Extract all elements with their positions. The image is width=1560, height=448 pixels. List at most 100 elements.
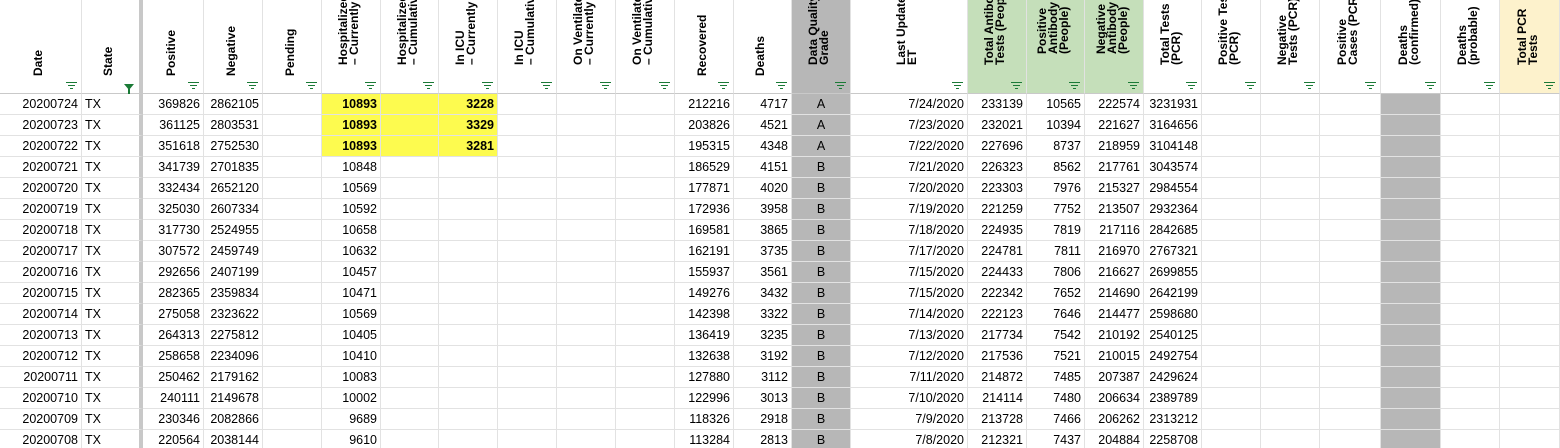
cell-negative[interactable]: 2607334 [204, 199, 263, 220]
cell-pending[interactable] [263, 367, 322, 388]
cell-positive-antibody-tests-people[interactable]: 7652 [1027, 283, 1085, 304]
cell-in-icu-currently[interactable] [439, 325, 498, 346]
cell-on-ventilator-cumulative[interactable] [616, 94, 675, 115]
cell-hospitalized-cumulative[interactable] [381, 157, 439, 178]
cell-total-antibody-tests-people[interactable]: 217536 [968, 346, 1027, 367]
cell-positive-tests-pcr[interactable] [1202, 115, 1261, 136]
cell-hospitalized-cumulative[interactable] [381, 199, 439, 220]
cell-hospitalized-currently[interactable]: 10457 [322, 262, 381, 283]
cell-on-ventilator-cumulative[interactable] [616, 346, 675, 367]
cell-deaths[interactable]: 3432 [734, 283, 792, 304]
cell-state[interactable]: TX [82, 199, 143, 220]
cell-on-ventilator-cumulative[interactable] [616, 409, 675, 430]
column-header-deaths-confirmed[interactable]: Deaths (confirmed) [1381, 0, 1441, 94]
cell-negative-antibody-tests-people[interactable]: 221627 [1085, 115, 1144, 136]
cell-deaths[interactable]: 3561 [734, 262, 792, 283]
cell-in-icu-currently[interactable] [439, 283, 498, 304]
cell-negative[interactable]: 2082866 [204, 409, 263, 430]
cell-positive-tests-pcr[interactable] [1202, 430, 1261, 448]
filter-active-icon[interactable] [124, 84, 134, 94]
cell-total-pcr-tests[interactable] [1500, 325, 1560, 346]
cell-positive-cases-pcr[interactable] [1320, 304, 1381, 325]
cell-recovered[interactable]: 195315 [675, 136, 734, 157]
cell-total-tests-pcr[interactable]: 3104148 [1144, 136, 1202, 157]
cell-negative[interactable]: 2752530 [204, 136, 263, 157]
column-header-pending[interactable]: Pending [263, 0, 322, 94]
cell-deaths-probable[interactable] [1441, 346, 1500, 367]
cell-negative-tests-pcr[interactable] [1261, 178, 1320, 199]
cell-in-icu-currently[interactable] [439, 241, 498, 262]
filter-icon[interactable] [1365, 82, 1376, 90]
cell-data-quality-grade[interactable]: A [792, 136, 851, 157]
cell-deaths[interactable]: 2813 [734, 430, 792, 448]
cell-negative[interactable]: 2275812 [204, 325, 263, 346]
cell-negative-tests-pcr[interactable] [1261, 346, 1320, 367]
cell-last-update-et[interactable]: 7/24/2020 [851, 94, 968, 115]
cell-total-tests-pcr[interactable]: 2932364 [1144, 199, 1202, 220]
cell-deaths[interactable]: 4151 [734, 157, 792, 178]
cell-on-ventilator-cumulative[interactable] [616, 178, 675, 199]
cell-in-icu-cumulative[interactable] [498, 346, 557, 367]
cell-total-antibody-tests-people[interactable]: 221259 [968, 199, 1027, 220]
cell-positive-antibody-tests-people[interactable]: 8737 [1027, 136, 1085, 157]
cell-positive-antibody-tests-people[interactable]: 10565 [1027, 94, 1085, 115]
cell-deaths-probable[interactable] [1441, 262, 1500, 283]
cell-data-quality-grade[interactable]: B [792, 367, 851, 388]
cell-total-pcr-tests[interactable] [1500, 367, 1560, 388]
cell-data-quality-grade[interactable]: B [792, 409, 851, 430]
cell-total-pcr-tests[interactable] [1500, 262, 1560, 283]
cell-hospitalized-currently[interactable]: 9689 [322, 409, 381, 430]
cell-deaths[interactable]: 3322 [734, 304, 792, 325]
cell-on-ventilator-currently[interactable] [557, 283, 616, 304]
cell-positive[interactable]: 240111 [143, 388, 204, 409]
filter-icon[interactable] [952, 82, 963, 90]
cell-on-ventilator-currently[interactable] [557, 199, 616, 220]
cell-on-ventilator-cumulative[interactable] [616, 136, 675, 157]
cell-in-icu-currently[interactable] [439, 430, 498, 448]
cell-positive[interactable]: 369826 [143, 94, 204, 115]
cell-state[interactable]: TX [82, 283, 143, 304]
cell-pending[interactable] [263, 283, 322, 304]
cell-hospitalized-cumulative[interactable] [381, 241, 439, 262]
cell-data-quality-grade[interactable]: B [792, 346, 851, 367]
cell-date[interactable]: 20200715 [0, 283, 82, 304]
cell-in-icu-cumulative[interactable] [498, 136, 557, 157]
cell-total-pcr-tests[interactable] [1500, 409, 1560, 430]
cell-negative-tests-pcr[interactable] [1261, 388, 1320, 409]
cell-in-icu-currently[interactable]: 3281 [439, 136, 498, 157]
cell-in-icu-currently[interactable] [439, 367, 498, 388]
cell-total-tests-pcr[interactable]: 2429624 [1144, 367, 1202, 388]
column-header-total-tests-pcr[interactable]: Total Tests (PCR) [1144, 0, 1202, 94]
cell-pending[interactable] [263, 157, 322, 178]
cell-in-icu-cumulative[interactable] [498, 199, 557, 220]
cell-deaths-confirmed[interactable] [1381, 409, 1441, 430]
cell-negative-tests-pcr[interactable] [1261, 430, 1320, 448]
cell-hospitalized-cumulative[interactable] [381, 283, 439, 304]
filter-icon[interactable] [1245, 82, 1256, 90]
cell-hospitalized-cumulative[interactable] [381, 325, 439, 346]
cell-in-icu-cumulative[interactable] [498, 367, 557, 388]
cell-recovered[interactable]: 203826 [675, 115, 734, 136]
cell-in-icu-cumulative[interactable] [498, 94, 557, 115]
cell-positive-cases-pcr[interactable] [1320, 283, 1381, 304]
cell-positive-cases-pcr[interactable] [1320, 157, 1381, 178]
cell-date[interactable]: 20200708 [0, 430, 82, 448]
cell-positive-tests-pcr[interactable] [1202, 283, 1261, 304]
column-header-positive-tests-pcr[interactable]: Positive Tests (PCR) [1202, 0, 1261, 94]
cell-deaths-probable[interactable] [1441, 325, 1500, 346]
cell-positive[interactable]: 361125 [143, 115, 204, 136]
cell-negative-antibody-tests-people[interactable]: 217761 [1085, 157, 1144, 178]
cell-state[interactable]: TX [82, 220, 143, 241]
cell-positive[interactable]: 275058 [143, 304, 204, 325]
cell-hospitalized-currently[interactable]: 10002 [322, 388, 381, 409]
filter-icon[interactable] [188, 82, 199, 90]
cell-total-tests-pcr[interactable]: 2258708 [1144, 430, 1202, 448]
cell-deaths-confirmed[interactable] [1381, 115, 1441, 136]
cell-positive-tests-pcr[interactable] [1202, 325, 1261, 346]
cell-negative[interactable]: 2701835 [204, 157, 263, 178]
cell-positive-cases-pcr[interactable] [1320, 346, 1381, 367]
filter-icon[interactable] [306, 82, 317, 90]
cell-date[interactable]: 20200724 [0, 94, 82, 115]
cell-in-icu-cumulative[interactable] [498, 178, 557, 199]
cell-on-ventilator-currently[interactable] [557, 325, 616, 346]
